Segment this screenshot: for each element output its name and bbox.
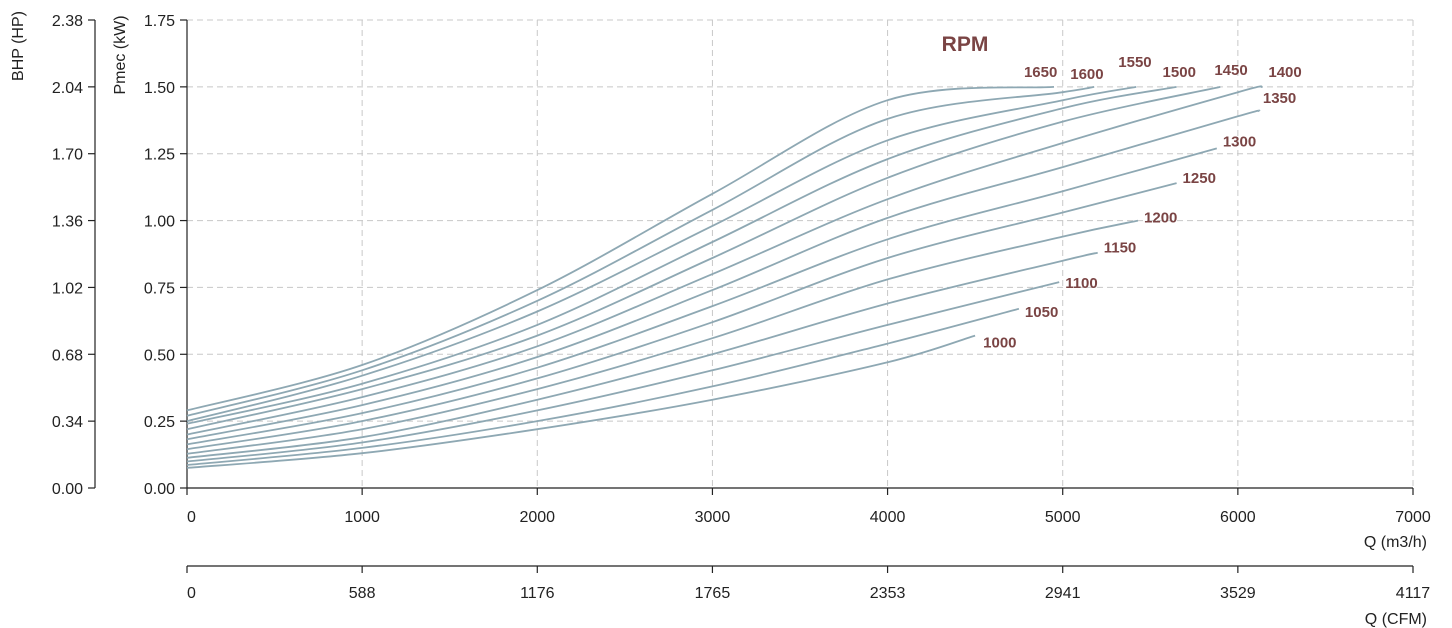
x-tick-label: 5000 [1045, 509, 1081, 526]
y-tick-label: 0.75 [144, 280, 175, 297]
y-tick-label: 1.50 [144, 80, 175, 97]
rpm-curve-1600 [186, 86, 1095, 417]
rpm-label-1250: 1250 [1183, 170, 1216, 187]
x2-tick-label: 1765 [695, 585, 731, 602]
x2-tick-label: 2941 [1045, 585, 1081, 602]
x2-tick-label: 0 [187, 585, 196, 602]
y2-tick-label: 2.38 [52, 13, 83, 30]
rpm-curve-1000 [186, 334, 976, 469]
x2-tick-label: 2353 [870, 585, 906, 602]
y-tick-label: 1.00 [144, 214, 175, 231]
y-axis-title: Pmec (kW) [112, 15, 129, 94]
x-tick-label: 2000 [519, 509, 555, 526]
y2-tick-label: 2.04 [52, 80, 83, 97]
labels-layer: 1000 1050 1100 1150 1200 1250 1300 1350 1400 1450… [983, 54, 1302, 352]
rpm-curve-1650 [186, 86, 1055, 412]
rpm-label-1500: 1500 [1163, 64, 1196, 81]
x2-tick-label: 1176 [520, 585, 555, 602]
rpm-curve-1500 [186, 86, 1177, 425]
rpm-curve-1450 [186, 86, 1221, 431]
y2-tick-label: 0.68 [52, 347, 83, 364]
y-tick-label: 0.25 [144, 414, 175, 431]
rpm-curve-1150 [186, 251, 1098, 459]
rpm-curve-1250 [186, 182, 1177, 451]
y2-tick-label: 0.34 [52, 414, 83, 431]
x-axis-title: Q (m3/h) [1364, 534, 1427, 551]
rpm-curve-1550 [186, 86, 1137, 422]
rpm-label-1600: 1600 [1070, 66, 1103, 83]
x-tick-label: 6000 [1220, 509, 1256, 526]
x2-axis-title: Q (CFM) [1365, 611, 1427, 628]
rpm-label-1550: 1550 [1118, 54, 1151, 71]
y-tick-label: 1.25 [144, 147, 175, 164]
rpm-label-1650: 1650 [1024, 64, 1057, 81]
rpm-label-1050: 1050 [1025, 304, 1058, 321]
rpm-curve-1200 [186, 219, 1139, 455]
rpm-curve-1350 [186, 109, 1261, 441]
x2-tick-label: 588 [349, 585, 376, 602]
x-tick-label: 1000 [344, 509, 380, 526]
rpm-label-1100: 1100 [1065, 275, 1098, 292]
rpm-label-1350: 1350 [1263, 90, 1296, 107]
grid-layer [187, 19, 1414, 488]
y2-tick-label: 1.70 [52, 147, 83, 164]
x-tick-label: 7000 [1395, 509, 1431, 526]
rpm-curve-1300 [186, 147, 1218, 446]
y2-tick-label: 1.02 [52, 280, 83, 297]
y2-tick-label: 1.36 [52, 214, 83, 231]
y-tick-label: 0.50 [144, 347, 175, 364]
x-tick-label: 4000 [870, 509, 906, 526]
rpm-label-1000: 1000 [983, 335, 1016, 352]
chart-title: RPM [942, 33, 989, 56]
rpm-curve-1400 [186, 85, 1263, 436]
x-tick-label: 0 [187, 509, 196, 526]
y-tick-label: 0.00 [144, 481, 175, 498]
axes-layer: 0 0 1000 588 2000 1176 3000 1765 4000 2353 5000 294… [52, 13, 1431, 602]
rpm-curve-1100 [186, 281, 1060, 463]
x-tick-label: 3000 [695, 509, 731, 526]
rpm-curve-1050 [186, 307, 1020, 466]
y2-axis-title: BHP (HP) [10, 11, 27, 81]
rpm-label-1200: 1200 [1144, 210, 1177, 227]
rpm-label-1300: 1300 [1223, 133, 1256, 150]
x2-tick-label: 4117 [1396, 585, 1431, 602]
rpm-label-1450: 1450 [1214, 62, 1247, 79]
curves-layer [186, 85, 1263, 469]
x2-tick-label: 3529 [1220, 585, 1256, 602]
y-tick-label: 1.75 [144, 13, 175, 30]
y2-tick-label: 0.00 [52, 481, 83, 498]
rpm-label-1400: 1400 [1268, 64, 1301, 81]
rpm-label-1150: 1150 [1104, 240, 1137, 257]
